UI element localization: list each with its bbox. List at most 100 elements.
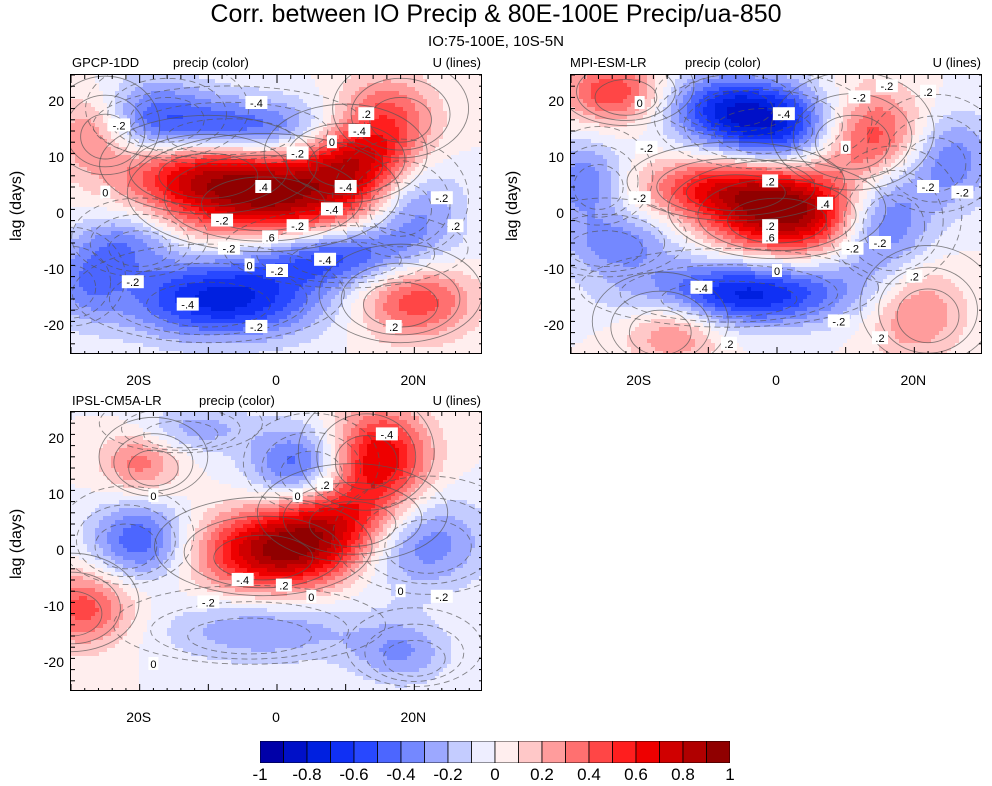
contour-label: -.2 <box>635 140 658 155</box>
contour-label: -.2 <box>430 191 453 205</box>
heatmap-plot: -.4 .2 0 0 -.4 .2 0 -.2 0 -.2 0 <box>70 411 482 691</box>
contour-line <box>676 75 796 133</box>
contour-label: 0 <box>395 584 406 598</box>
y-tick-label: 10 <box>24 486 64 502</box>
x-tick-label: 20N <box>383 709 443 725</box>
y-tick-label: 20 <box>24 93 64 109</box>
figure-title: Corr. between IO Precip & 80E-100E Preci… <box>0 0 992 29</box>
colorbar-box <box>259 740 284 764</box>
contour-line <box>256 463 449 563</box>
colorbar-box <box>377 740 402 764</box>
contour-label: -.2 <box>108 118 131 132</box>
colorbar-tick-label: -0.6 <box>324 765 384 785</box>
y-tick-label: 0 <box>524 205 564 221</box>
colorbar-box <box>588 740 613 764</box>
contour-label: .6 <box>762 230 779 244</box>
contour-line <box>71 245 111 319</box>
contour-line <box>71 552 140 653</box>
colorbar-tick-label: -0.2 <box>418 765 478 785</box>
contour-label: -.4 <box>334 180 357 194</box>
y-tick-label: 0 <box>24 542 64 558</box>
panel-right-label: U (lines) <box>433 393 481 408</box>
contour-line <box>576 75 676 121</box>
panel-right-label: U (lines) <box>933 55 981 70</box>
contour-line <box>571 126 654 226</box>
y-tick-label: 20 <box>24 430 64 446</box>
contour-line <box>126 133 400 253</box>
panel-center-label: precip (color) <box>173 55 249 70</box>
colorbar-tick-label: 0.6 <box>606 765 666 785</box>
contour-line <box>571 75 695 127</box>
panel-right-label: U (lines) <box>433 55 481 70</box>
contour-line <box>109 262 308 336</box>
contour-label: .4 <box>817 196 834 211</box>
x-tick-label: 20N <box>883 372 943 388</box>
contour-line <box>71 75 161 176</box>
contour-label: .2 <box>275 578 292 593</box>
colorbar-tick-label: -0.8 <box>277 765 337 785</box>
heatmap-plot: -.4 -.2 -.2.2 0 -.2 0 -.2.2.4.2.6 -.2 -.2 -.2 -.2 0… <box>570 74 982 354</box>
contour-label: -.4 <box>314 252 337 267</box>
colorbar-box <box>565 740 590 764</box>
x-tick-label: 20S <box>609 372 669 388</box>
contour-label: .2 <box>447 219 464 233</box>
contour-line <box>187 617 312 655</box>
contour-line <box>571 213 666 273</box>
contour-line <box>71 243 345 344</box>
contour-label: -.2 <box>875 79 898 93</box>
x-tick-label: 0 <box>246 372 306 388</box>
contour-line <box>843 169 944 272</box>
colorbar-box <box>518 740 543 764</box>
panel-model-label: MPI-ESM-LR <box>570 55 647 70</box>
x-tick-label: 20N <box>383 372 443 388</box>
tick-marks <box>71 412 481 690</box>
panel-center-label: precip (color) <box>685 55 761 70</box>
u-contour-lines <box>571 75 981 353</box>
contour-label: 0 <box>148 489 159 503</box>
contour-label: -.2 <box>266 264 288 278</box>
contour-line <box>571 230 643 267</box>
y-tick-label: -10 <box>24 598 64 614</box>
contour-label: 0 <box>840 140 851 155</box>
contour-line <box>332 138 470 258</box>
contour-label: .2 <box>317 477 334 492</box>
contour-line <box>825 145 963 285</box>
contour-label: -.2 <box>430 589 453 604</box>
contour-line <box>261 431 362 505</box>
contour-line <box>71 94 146 168</box>
x-tick-label: 0 <box>746 372 806 388</box>
contour-label: -.2 <box>245 320 268 334</box>
contour-line <box>610 290 711 353</box>
y-tick-label: -10 <box>524 261 564 277</box>
heatmap-cells <box>71 75 481 353</box>
contour-label: -.4 <box>176 297 199 312</box>
contour-line <box>316 413 417 501</box>
contour-line <box>80 113 131 160</box>
contour-line <box>653 75 818 138</box>
contour-line <box>334 435 398 490</box>
heatmap-cells <box>71 412 481 690</box>
x-tick-label: 20S <box>109 372 169 388</box>
contour-label: 0 <box>292 489 303 503</box>
contour-line <box>896 288 960 344</box>
contour-line <box>660 280 798 318</box>
contour-line <box>242 412 380 513</box>
contour-line <box>713 108 814 154</box>
contour-line <box>685 174 786 211</box>
contour-line <box>99 114 318 215</box>
y-axis-label: lag (days) <box>504 171 522 241</box>
contour-line <box>571 197 688 278</box>
contour-line <box>183 515 343 589</box>
colorbar-box <box>283 740 308 764</box>
panel-model-label: IPSL-CM5A-LR <box>72 393 162 408</box>
contour-line <box>626 141 846 222</box>
contour-line <box>318 243 481 344</box>
contour-label: -.2 <box>841 241 864 256</box>
contour-label: -.2 <box>917 180 940 194</box>
contour-line <box>654 75 873 170</box>
contour-line <box>279 450 343 497</box>
colorbar-box <box>353 740 378 764</box>
contour-label: -.4 <box>375 427 398 441</box>
contour-line <box>71 264 97 311</box>
contour-label: 0 <box>772 264 782 278</box>
